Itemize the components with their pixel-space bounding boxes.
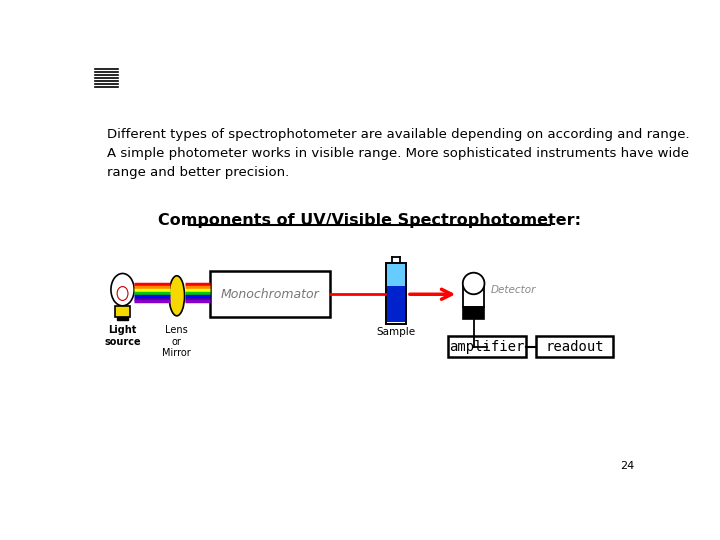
FancyBboxPatch shape xyxy=(448,336,526,357)
Text: A simple photometer works in visible range. More sophisticated instruments have : A simple photometer works in visible ran… xyxy=(107,147,689,160)
FancyBboxPatch shape xyxy=(463,284,485,307)
Text: Monochromator: Monochromator xyxy=(221,288,320,301)
Text: amplifier: amplifier xyxy=(449,340,524,354)
Text: Different types of spectrophotometer are available depending on according and ra: Different types of spectrophotometer are… xyxy=(107,128,690,141)
FancyBboxPatch shape xyxy=(114,306,130,316)
Ellipse shape xyxy=(111,273,134,306)
Text: Components of UV/Visible Spectrophotometer:: Components of UV/Visible Spectrophotomet… xyxy=(158,213,580,228)
FancyBboxPatch shape xyxy=(117,316,128,320)
FancyBboxPatch shape xyxy=(463,307,485,319)
Ellipse shape xyxy=(169,276,184,316)
Text: Lens
or
Mirror: Lens or Mirror xyxy=(163,325,192,358)
FancyBboxPatch shape xyxy=(387,264,405,286)
Ellipse shape xyxy=(463,273,485,294)
Text: 24: 24 xyxy=(621,461,635,471)
Text: Sample: Sample xyxy=(377,327,415,336)
Text: range and better precision.: range and better precision. xyxy=(107,166,289,179)
FancyBboxPatch shape xyxy=(210,271,330,318)
FancyBboxPatch shape xyxy=(536,336,613,357)
FancyBboxPatch shape xyxy=(387,286,405,322)
Text: readout: readout xyxy=(545,340,603,354)
Text: Detector: Detector xyxy=(490,286,536,295)
Text: Light
source: Light source xyxy=(104,325,141,347)
